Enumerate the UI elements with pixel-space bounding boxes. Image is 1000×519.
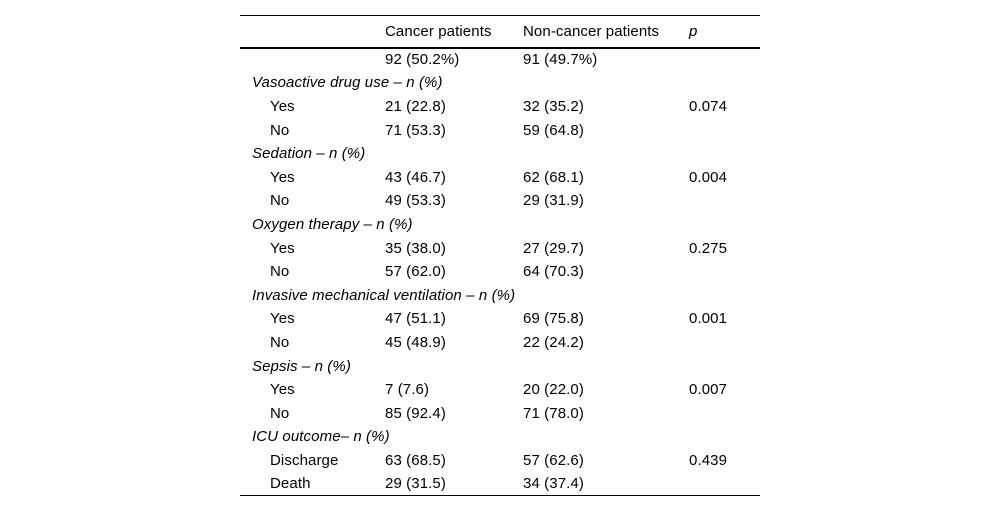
header-cell-empty <box>240 16 385 48</box>
cancer-patients-value: 63 (68.5) <box>385 451 446 469</box>
row-label: No <box>270 121 290 139</box>
p-value: 0.001 <box>689 310 728 328</box>
table-header: Cancer patients Non-cancer patients p <box>240 16 760 48</box>
row-label: No <box>270 192 290 210</box>
non-cancer-patients-value: 29 (31.9) <box>523 192 584 210</box>
p-value <box>689 48 760 72</box>
cancer-patients-value: 92 (50.2%) <box>385 51 460 69</box>
p-value <box>689 472 760 496</box>
section-header-row: Sepsis – n (%) <box>240 354 760 378</box>
table-row: No 49 (53.3) 29 (31.9) <box>240 189 760 213</box>
row-label: Yes <box>270 168 295 186</box>
p-value: 0.004 <box>689 168 728 186</box>
section-header-row: Sedation – n (%) <box>240 142 760 166</box>
cancer-patients-value: 49 (53.3) <box>385 192 446 210</box>
section-header-label: Invasive mechanical ventilation – n (%) <box>252 286 516 304</box>
header-cell-p-value: p <box>689 22 698 40</box>
section-header-label: ICU outcome– n (%) <box>252 428 390 446</box>
cancer-patients-value: 47 (51.1) <box>385 310 446 328</box>
cancer-patients-value: 21 (22.8) <box>385 97 446 115</box>
cancer-patients-value: 45 (48.9) <box>385 333 446 351</box>
section-header-row: ICU outcome– n (%) <box>240 425 760 449</box>
table-row: No 57 (62.0) 64 (70.3) <box>240 260 760 284</box>
table-row: Yes 47 (51.1) 69 (75.8) 0.001 <box>240 307 760 331</box>
row-label: Yes <box>270 310 295 328</box>
table-row: No 71 (53.3) 59 (64.8) <box>240 118 760 142</box>
p-value <box>689 189 760 213</box>
statistics-table: Cancer patients Non-cancer patients p 92… <box>240 15 760 497</box>
cancer-patients-value: 29 (31.5) <box>385 475 446 493</box>
cancer-patients-value: 43 (46.7) <box>385 168 446 186</box>
row-label: Yes <box>270 239 295 257</box>
p-value <box>689 401 760 425</box>
table-row: Yes 7 (7.6) 20 (22.0) 0.007 <box>240 378 760 402</box>
row-label: No <box>270 404 290 422</box>
section-header-row: Oxygen therapy – n (%) <box>240 213 760 237</box>
non-cancer-patients-value: 64 (70.3) <box>523 263 584 281</box>
section-header-row: Invasive mechanical ventilation – n (%) <box>240 283 760 307</box>
table-row: Yes 21 (22.8) 32 (35.2) 0.074 <box>240 95 760 119</box>
cancer-patients-value: 71 (53.3) <box>385 121 446 139</box>
table-row: 92 (50.2%) 91 (49.7%) <box>240 48 760 72</box>
section-header-row: Vasoactive drug use – n (%) <box>240 71 760 95</box>
non-cancer-patients-value: 91 (49.7%) <box>523 51 598 69</box>
non-cancer-patients-value: 69 (75.8) <box>523 310 584 328</box>
p-value: 0.007 <box>689 381 728 399</box>
row-label: No <box>270 263 290 281</box>
non-cancer-patients-value: 22 (24.2) <box>523 333 584 351</box>
table-row: Yes 35 (38.0) 27 (29.7) 0.275 <box>240 236 760 260</box>
cancer-patients-value: 35 (38.0) <box>385 239 446 257</box>
p-value <box>689 118 760 142</box>
row-label: Discharge <box>270 451 339 469</box>
cancer-patients-value: 85 (92.4) <box>385 404 446 422</box>
p-value: 0.439 <box>689 451 728 469</box>
table-header-row: Cancer patients Non-cancer patients p <box>240 16 760 48</box>
section-header-label: Vasoactive drug use – n (%) <box>252 74 443 92</box>
table-row: No 85 (92.4) 71 (78.0) <box>240 401 760 425</box>
table-body: 92 (50.2%) 91 (49.7%) Vasoactive drug use … <box>240 48 760 496</box>
table-row: No 45 (48.9) 22 (24.2) <box>240 331 760 355</box>
p-value: 0.275 <box>689 239 728 257</box>
table-row: Yes 43 (46.7) 62 (68.1) 0.004 <box>240 165 760 189</box>
row-label: Death <box>270 475 311 493</box>
table-row: Discharge 63 (68.5) 57 (62.6) 0.439 <box>240 449 760 473</box>
row-label: No <box>270 333 290 351</box>
row-label: Yes <box>270 97 295 115</box>
row-label: Yes <box>270 381 295 399</box>
cancer-patients-value: 7 (7.6) <box>385 381 430 399</box>
non-cancer-patients-value: 62 (68.1) <box>523 168 584 186</box>
non-cancer-patients-value: 34 (37.4) <box>523 475 584 493</box>
section-header-label: Sedation – n (%) <box>252 145 366 163</box>
header-cell-cancer-patients: Cancer patients <box>385 22 492 40</box>
non-cancer-patients-value: 71 (78.0) <box>523 404 584 422</box>
table-row: Death 29 (31.5) 34 (37.4) <box>240 472 760 496</box>
header-cell-non-cancer-patients: Non-cancer patients <box>523 22 660 40</box>
p-value <box>689 331 760 355</box>
non-cancer-patients-value: 27 (29.7) <box>523 239 584 257</box>
section-header-label: Oxygen therapy – n (%) <box>252 215 413 233</box>
non-cancer-patients-value: 32 (35.2) <box>523 97 584 115</box>
non-cancer-patients-value: 20 (22.0) <box>523 381 584 399</box>
section-header-label: Sepsis – n (%) <box>252 357 351 375</box>
cancer-patients-value: 57 (62.0) <box>385 263 446 281</box>
non-cancer-patients-value: 59 (64.8) <box>523 121 584 139</box>
row-label <box>240 48 385 72</box>
p-value: 0.074 <box>689 97 728 115</box>
non-cancer-patients-value: 57 (62.6) <box>523 451 584 469</box>
p-value <box>689 260 760 284</box>
